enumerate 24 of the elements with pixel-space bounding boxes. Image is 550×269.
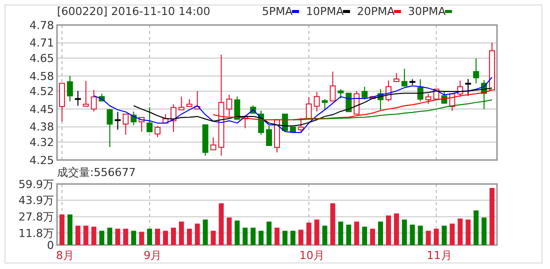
y-tick-label: 11.8万	[18, 226, 54, 240]
y-tick-label: 4.58	[30, 70, 54, 83]
y-tick-label: 4.32	[30, 136, 54, 150]
y-tick-label: 4.45	[30, 102, 54, 116]
y-tick-label: 4.52	[30, 85, 54, 98]
y-tick-label: 4.71	[30, 36, 54, 50]
chart-title: [600220] 2016-11-10 14:00	[57, 5, 210, 18]
chart-title: 成交量:556677	[57, 166, 136, 179]
y-tick-label: 4.65	[30, 52, 54, 65]
legend-label: 30PMA	[408, 5, 446, 18]
y-tick-label: 4.38	[30, 120, 54, 134]
x-tick-label: 9月	[144, 249, 162, 262]
y-tick-label: 27.8万	[18, 210, 54, 224]
x-tick-label: 11月	[426, 249, 452, 262]
x-tick-label: 10月	[299, 249, 324, 262]
legend-label: 10PMA	[306, 5, 344, 18]
x-tick-label: 8月	[56, 249, 74, 262]
y-tick-label: 4.25	[30, 154, 54, 167]
y-tick-label: 43.9万	[18, 194, 54, 208]
y-tick-label: 0	[47, 238, 54, 252]
y-tick-label: 4.78	[30, 18, 54, 32]
y-tick-label: 59.9万	[18, 178, 54, 191]
legend-label: 5PMA	[262, 5, 294, 18]
legend-label: 20PMA	[357, 5, 396, 18]
